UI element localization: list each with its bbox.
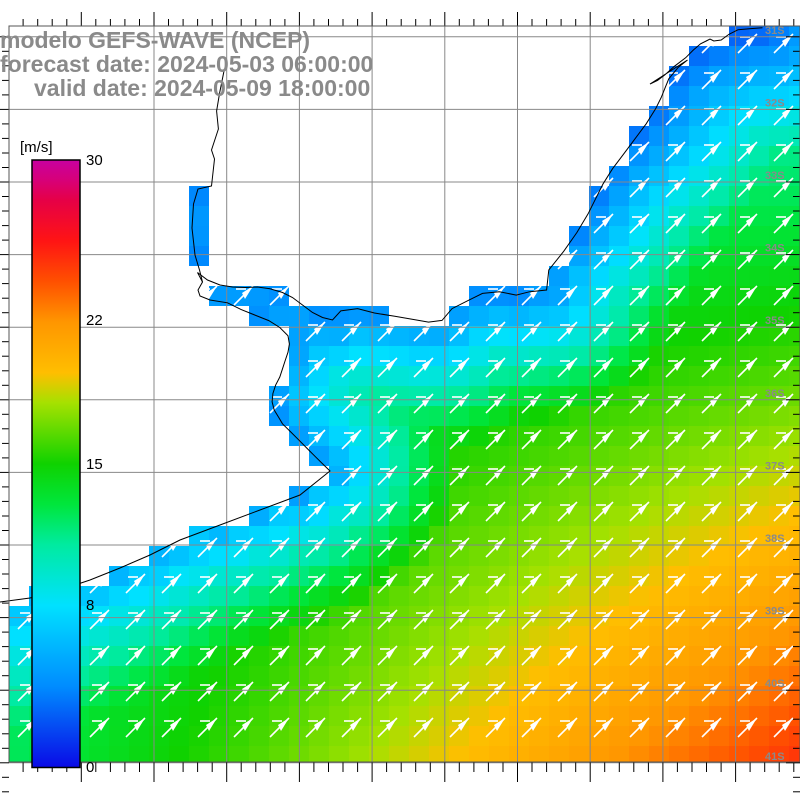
svg-text:0: 0 — [86, 759, 94, 776]
svg-text:15: 15 — [86, 456, 103, 473]
svg-text:33S: 33S — [765, 170, 785, 182]
svg-text:30: 30 — [86, 152, 103, 169]
svg-text:37S: 37S — [765, 460, 785, 472]
svg-text:41S: 41S — [765, 751, 785, 763]
svg-text:22: 22 — [86, 312, 103, 329]
svg-text:35S: 35S — [765, 315, 785, 327]
svg-text:[m/s]: [m/s] — [20, 139, 53, 156]
svg-text:40S: 40S — [765, 678, 785, 690]
svg-text:34S: 34S — [765, 243, 785, 255]
svg-text:38S: 38S — [765, 533, 785, 545]
svg-text:36S: 36S — [765, 388, 785, 400]
svg-text:8: 8 — [86, 597, 94, 614]
svg-text:31S: 31S — [765, 25, 785, 37]
svg-text:39S: 39S — [765, 606, 785, 618]
svg-text:32S: 32S — [765, 97, 785, 109]
